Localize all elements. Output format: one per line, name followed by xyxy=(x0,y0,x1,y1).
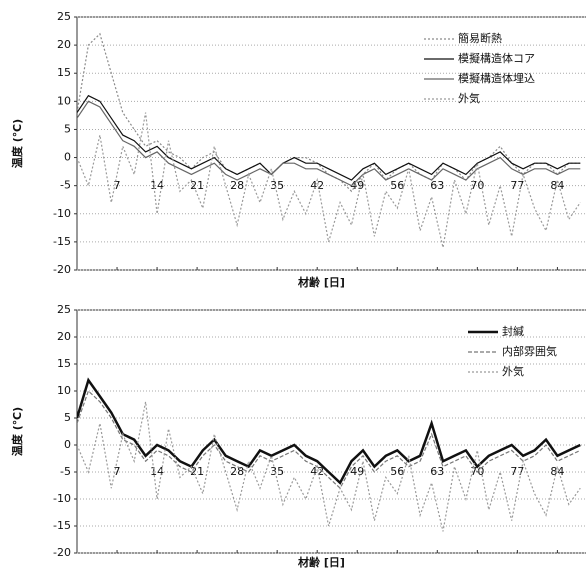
y-tick-label: -5 xyxy=(60,465,71,478)
y-tick-label: -20 xyxy=(53,263,71,276)
x-tick-label: 56 xyxy=(390,179,404,192)
legend-label: 模擬構造体埋込 xyxy=(458,71,535,85)
y-tick-label: 20 xyxy=(57,38,71,51)
series-line xyxy=(77,112,581,248)
legend-label: 外気 xyxy=(502,364,524,378)
y-tick-label: 0 xyxy=(64,151,71,164)
x-tick-label: 35 xyxy=(270,465,284,478)
x-tick-label: 56 xyxy=(390,465,404,478)
y-tick-label: 5 xyxy=(64,411,71,424)
y-tick-label: 25 xyxy=(57,303,71,316)
y-tick-label: 25 xyxy=(57,10,71,23)
series-line xyxy=(77,377,581,485)
y-tick-label: -15 xyxy=(53,519,71,532)
x-tick-label: 28 xyxy=(230,179,244,192)
legend-label: 外気 xyxy=(458,91,480,105)
y-tick-label: -10 xyxy=(53,492,71,505)
legend-label: 模擬構造体コア xyxy=(458,51,535,65)
y-tick-label: -5 xyxy=(60,179,71,192)
y-axis-label: 温度 (℃) xyxy=(10,407,24,456)
legend-label: 簡易断熱 xyxy=(458,31,502,45)
y-tick-label: 10 xyxy=(57,384,71,397)
x-tick-label: 28 xyxy=(230,465,244,478)
x-tick-label: 77 xyxy=(510,179,524,192)
series-line xyxy=(77,389,581,490)
y-tick-label: 20 xyxy=(57,330,71,343)
x-tick-label: 21 xyxy=(190,179,204,192)
x-tick-label: 7 xyxy=(114,465,121,478)
series-line xyxy=(77,401,581,532)
series-group xyxy=(77,32,581,248)
y-tick-label: -15 xyxy=(53,235,71,248)
y-axis-label: 温度 (℃) xyxy=(10,119,24,168)
x-axis-label: 材齢 [日] xyxy=(298,275,345,289)
series-line xyxy=(77,100,581,187)
y-tick-label: -10 xyxy=(53,207,71,220)
y-tick-label: -20 xyxy=(53,546,71,559)
y-tick-label: 15 xyxy=(57,357,71,370)
x-tick-label: 35 xyxy=(270,179,284,192)
x-tick-label: 84 xyxy=(550,465,564,478)
y-tick-label: 15 xyxy=(57,66,71,79)
series-group xyxy=(77,377,581,532)
x-tick-label: 84 xyxy=(550,179,564,192)
x-tick-label: 63 xyxy=(430,465,444,478)
x-axis-label: 材齢 [日] xyxy=(298,555,345,569)
y-tick-label: 0 xyxy=(64,438,71,451)
legend-label: 内部雰囲気 xyxy=(502,344,557,358)
x-tick-label: 63 xyxy=(430,179,444,192)
series-line xyxy=(77,94,581,181)
legend-label: 封緘 xyxy=(502,324,524,338)
y-tick-label: 5 xyxy=(64,122,71,135)
x-tick-label: 70 xyxy=(470,179,484,192)
y-tick-label: 10 xyxy=(57,94,71,107)
x-tick-label: 7 xyxy=(114,179,121,192)
x-tick-label: 77 xyxy=(510,465,524,478)
